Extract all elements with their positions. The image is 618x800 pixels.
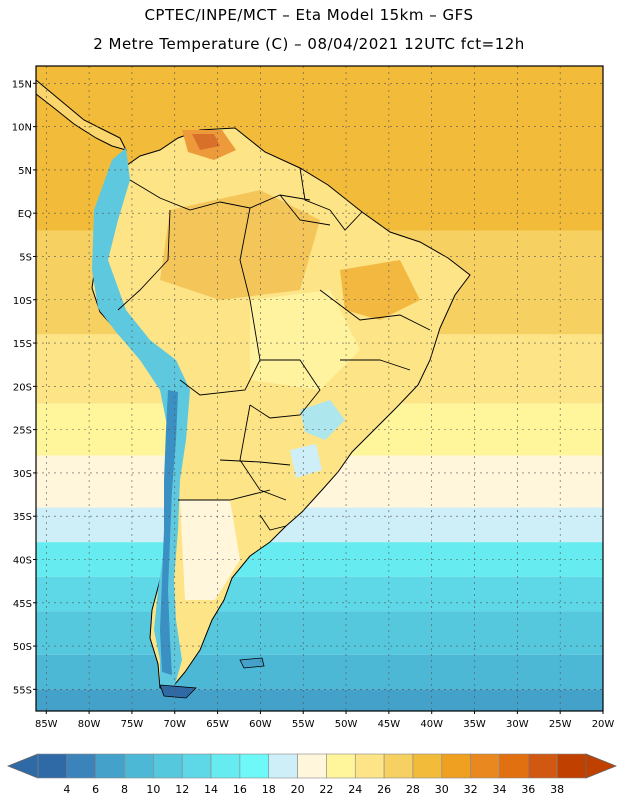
colorbar-label: 16 xyxy=(233,783,247,796)
colorbar-label: 30 xyxy=(435,783,449,796)
longitude-labels: 85W 80W 75W 70W 65W 60W 55W 50W 45W 40W 35W 30W 25W 2… xyxy=(35,719,614,730)
andes-cold-core xyxy=(160,390,178,675)
colorbar-high-arrow xyxy=(585,753,618,779)
colorbar-label: 38 xyxy=(550,783,564,796)
colorbar-swatch xyxy=(441,753,471,779)
colorbar-label: 20 xyxy=(291,783,305,796)
colorbar-label: 8 xyxy=(121,783,128,796)
lat-tick-label: EQ xyxy=(18,209,32,220)
lon-tick-label: 20W xyxy=(592,719,615,730)
colorbar-swatch xyxy=(239,753,270,779)
colorbar-label: 6 xyxy=(92,783,99,796)
chart-title-line2: 2 Metre Temperature (C) – 08/04/2021 12U… xyxy=(93,35,525,53)
southeast-brazil-cool xyxy=(300,400,345,440)
colorbar-swatch xyxy=(499,753,529,779)
latitude-labels: 15N 10N 5N EQ 5S 10S 15S 20S 25S 30S 35S 40S 45S 50S 5… xyxy=(12,79,32,696)
lat-tick-label: 55S xyxy=(13,685,32,696)
falkland-islands xyxy=(239,657,265,669)
colorbar-label: 34 xyxy=(492,783,506,796)
colorbar-swatch xyxy=(383,753,414,779)
colorbar-label: 26 xyxy=(377,783,391,796)
colorbar-swatch xyxy=(181,753,212,779)
lon-tick-label: 80W xyxy=(78,719,101,730)
southern-brazil-cool xyxy=(290,444,322,478)
colorbar-swatch xyxy=(470,753,500,779)
warm-region-center xyxy=(250,290,360,390)
colorbar-label: 10 xyxy=(146,783,160,796)
lat-tick-label: 15N xyxy=(12,79,32,90)
colorbar-swatch xyxy=(326,753,356,779)
colorbar-swatch xyxy=(528,753,558,779)
colorbar-label: 22 xyxy=(319,783,333,796)
colorbar-swatch xyxy=(153,753,183,779)
lon-tick-label: 45W xyxy=(378,719,401,730)
colorbar-label: 4 xyxy=(63,783,70,796)
colorbar-label: 12 xyxy=(175,783,189,796)
warm-region-amazon xyxy=(160,190,320,300)
lat-tick-label: 50S xyxy=(13,642,32,653)
land-temperature-field xyxy=(36,79,471,699)
lat-tick-label: 15S xyxy=(13,339,32,350)
colorbar-swatch xyxy=(354,753,385,779)
colorbar-swatch xyxy=(210,753,241,779)
patagonia-cool xyxy=(180,500,240,600)
ocean-band xyxy=(36,576,603,612)
colorbar-label: 14 xyxy=(204,783,218,796)
colorbar-low-arrow xyxy=(6,753,39,779)
colorbar-label: 36 xyxy=(521,783,535,796)
lon-tick-label: 85W xyxy=(35,719,58,730)
lat-tick-label: 30S xyxy=(13,469,32,480)
lat-tick-label: 35S xyxy=(13,512,32,523)
colorbar-swatch xyxy=(37,753,68,779)
colorbar-swatch xyxy=(124,753,154,779)
colorbar-swatch xyxy=(297,753,327,779)
colorbar-swatch xyxy=(412,753,443,779)
colorbar-swatch xyxy=(268,753,298,779)
lat-tick-label: 10S xyxy=(13,296,32,307)
hot-region-core xyxy=(192,134,220,150)
lon-tick-label: 40W xyxy=(420,719,443,730)
lat-lon-grid xyxy=(33,66,604,714)
colorbar-swatch xyxy=(66,753,96,779)
lon-tick-label: 25W xyxy=(549,719,572,730)
map-frame xyxy=(35,65,604,712)
tierra-del-fuego xyxy=(159,684,197,699)
ocean-band xyxy=(36,654,603,690)
temperature-map: 15N 10N 5N EQ 5S 10S 15S 20S 25S 30S 35S 40S 45S 50S 5… xyxy=(12,65,614,730)
lat-tick-label: 40S xyxy=(13,555,32,566)
ocean-band xyxy=(36,507,603,543)
lat-tick-label: 5S xyxy=(19,252,32,263)
colorbar-label: 24 xyxy=(348,783,362,796)
warm-region-northeast xyxy=(340,260,420,320)
lon-tick-label: 65W xyxy=(206,719,229,730)
lon-tick-label: 75W xyxy=(121,719,144,730)
ocean-band xyxy=(36,611,603,655)
lon-tick-label: 60W xyxy=(249,719,272,730)
lon-tick-label: 55W xyxy=(292,719,315,730)
lat-tick-label: 25S xyxy=(13,426,32,437)
lon-tick-label: 30W xyxy=(506,719,529,730)
lat-tick-label: 5N xyxy=(18,166,32,177)
lat-tick-label: 10N xyxy=(12,123,32,134)
colorbar-label: 32 xyxy=(464,783,478,796)
colorbar-label: 28 xyxy=(406,783,420,796)
lon-tick-label: 35W xyxy=(463,719,486,730)
lon-tick-label: 50W xyxy=(335,719,358,730)
colorbar-swatch xyxy=(95,753,125,779)
country-borders xyxy=(117,167,431,531)
central-america-landmass xyxy=(36,79,127,151)
colorbar-swatch xyxy=(556,753,587,779)
colorbar-label: 18 xyxy=(262,783,276,796)
chart-title-line1: CPTEC/INPE/MCT – Eta Model 15km – GFS xyxy=(144,6,474,24)
lat-tick-label: 45S xyxy=(13,599,32,610)
lat-tick-label: 20S xyxy=(13,382,32,393)
colorbar: 4 6 8 10 12 14 16 18 20 22 24 26 28 30 32 34 36 38 xyxy=(6,753,618,796)
lon-tick-label: 70W xyxy=(163,719,186,730)
